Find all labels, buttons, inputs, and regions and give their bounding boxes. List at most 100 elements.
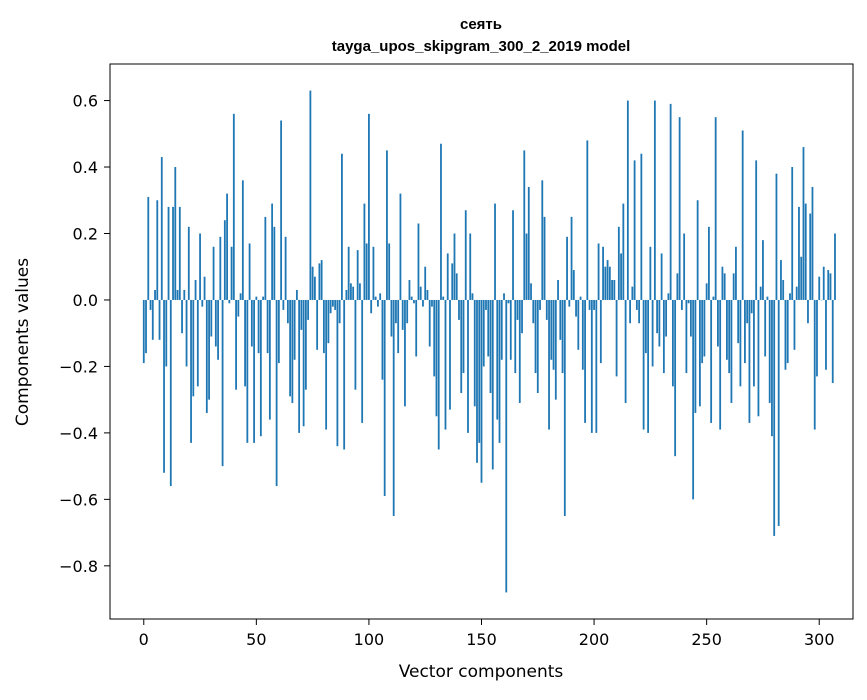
bar [269, 300, 271, 420]
bar [546, 300, 548, 320]
bar [224, 220, 226, 300]
bar [465, 210, 467, 300]
bar [834, 233, 836, 299]
bar [156, 200, 158, 300]
bar [411, 297, 413, 300]
bar [294, 300, 296, 360]
chart-title: сеять [460, 16, 502, 33]
bar [352, 287, 354, 300]
bar [803, 147, 805, 300]
bar [713, 297, 715, 300]
bar [690, 300, 692, 337]
bar [785, 300, 787, 370]
bar [490, 300, 492, 393]
bar [591, 300, 593, 433]
bar [832, 300, 834, 383]
chart-subtitle: tayga_upos_skipgram_300_2_2019 model [332, 38, 631, 55]
bar [751, 300, 753, 313]
bar [827, 270, 829, 300]
bar [442, 297, 444, 300]
bar [519, 300, 521, 403]
bar [611, 280, 613, 300]
bar [584, 300, 586, 423]
bar [717, 300, 719, 347]
bar [541, 180, 543, 300]
bar [773, 300, 775, 536]
bar [226, 194, 228, 300]
bar [794, 300, 796, 350]
bar [692, 300, 694, 499]
y-tick-label: −0.6 [59, 490, 98, 509]
bar [818, 277, 820, 300]
bar [415, 300, 417, 357]
bar [814, 300, 816, 430]
bar [197, 300, 199, 386]
bar [807, 300, 809, 323]
bar [514, 300, 516, 373]
bar [733, 273, 735, 300]
bar [573, 270, 575, 300]
bar [512, 210, 514, 300]
bar [726, 300, 728, 360]
bar [672, 300, 674, 386]
bar [267, 300, 269, 353]
bar [505, 300, 507, 592]
bar [433, 300, 435, 376]
bar [404, 300, 406, 406]
bar [701, 300, 703, 363]
bar [492, 300, 494, 469]
bar [706, 283, 708, 300]
bar [548, 300, 550, 430]
bar [445, 300, 447, 430]
bar [460, 300, 462, 393]
bar [163, 300, 165, 473]
bar [228, 300, 230, 303]
bar [636, 300, 638, 310]
bar [260, 300, 262, 436]
bar [285, 237, 287, 300]
bar [681, 300, 683, 310]
bar [629, 300, 631, 323]
bar [627, 101, 629, 300]
bar [366, 243, 368, 300]
bar [661, 253, 663, 300]
bar [244, 300, 246, 386]
bar [645, 300, 647, 353]
y-tick-label: 0.6 [73, 92, 98, 111]
bar [764, 300, 766, 357]
bar [170, 300, 172, 486]
bar [323, 300, 325, 353]
bar [467, 300, 469, 433]
bar [598, 243, 600, 300]
bar [643, 300, 645, 430]
bar [219, 237, 221, 300]
bar [321, 260, 323, 300]
bar [217, 300, 219, 360]
bar [402, 300, 404, 330]
bar [674, 300, 676, 456]
bar [577, 300, 579, 350]
bar [334, 300, 336, 310]
bar [355, 300, 357, 390]
y-tick-label: −0.2 [59, 357, 98, 376]
bar [474, 300, 476, 406]
bar [406, 300, 408, 323]
bar [296, 290, 298, 300]
bar [454, 233, 456, 299]
bar [456, 273, 458, 300]
bar [384, 300, 386, 496]
bar [361, 300, 363, 423]
y-tick-label: −0.4 [59, 424, 98, 443]
bar [199, 233, 201, 299]
bar [688, 300, 690, 303]
bar [667, 293, 669, 300]
bar [325, 300, 327, 430]
bar [553, 300, 555, 370]
bar [557, 280, 559, 300]
bar [568, 300, 570, 307]
bar [213, 247, 215, 300]
bar [177, 290, 179, 300]
bar [620, 253, 622, 300]
bar [469, 233, 471, 299]
